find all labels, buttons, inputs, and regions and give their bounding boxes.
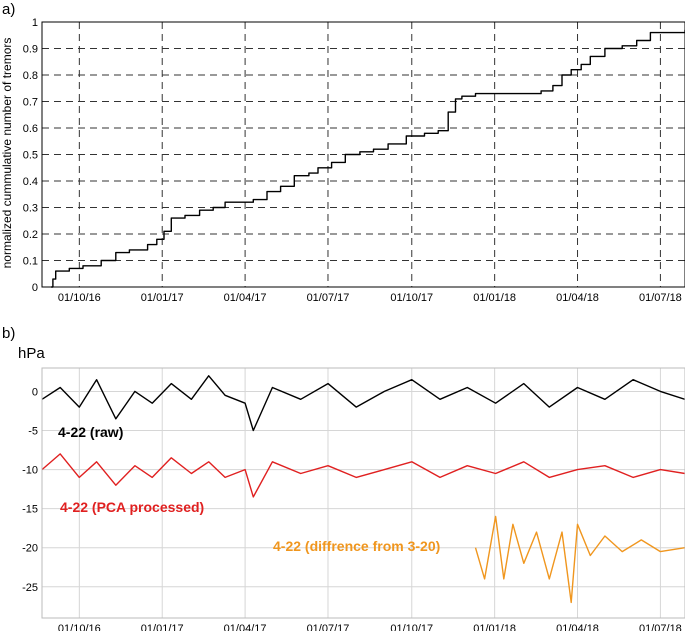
panel-b-ylabel: hPa: [18, 345, 45, 362]
y-tick-label: 0.2: [23, 229, 38, 241]
x-tick-label: 01/07/18: [639, 292, 682, 304]
x-tick-label: 01/04/18: [556, 292, 599, 304]
series-line-0: [41, 375, 685, 432]
x-tick-label: 01/01/18: [473, 292, 516, 304]
x-tick-label: 01/01/17: [141, 623, 184, 631]
x-tick-label: 01/10/16: [58, 292, 101, 304]
y-tick-label: -25: [22, 582, 38, 594]
y-tick-label: 0.6: [23, 123, 38, 135]
x-tick-label: 01/01/17: [141, 292, 184, 304]
y-tick-label: 0.3: [23, 203, 38, 215]
y-tick-label: 0: [32, 386, 38, 398]
y-tick-label: -10: [22, 465, 38, 477]
y-tick-label: 0.1: [23, 256, 38, 268]
x-tick-label: 01/07/17: [307, 623, 350, 631]
y-tick-label: 0.4: [23, 176, 38, 188]
x-tick-label: 01/07/18: [639, 623, 682, 631]
series-line-1: [41, 453, 685, 498]
panel-b-x-ticks: 01/10/16 01/01/17 01/04/17 01/07/17 01/10/17…: [58, 623, 682, 631]
panel-a-series: [51, 29, 685, 288]
y-tick-label: 0.9: [23, 44, 38, 56]
series-label-pca: 4-22 (PCA processed): [60, 499, 204, 515]
panel-b-grid: [42, 368, 685, 618]
x-tick-label: 01/10/16: [58, 623, 101, 631]
y-tick-label: 0.5: [23, 150, 38, 162]
y-tick-label: 1: [32, 17, 38, 29]
x-tick-label: 01/07/17: [307, 292, 350, 304]
panel-b-frame: [41, 367, 685, 619]
x-tick-label: 01/10/17: [390, 292, 433, 304]
panel-b-y-ticks: 0 -5 -10 -15 -20 -25: [22, 386, 38, 593]
y-tick-label: -15: [22, 504, 38, 516]
panel-a-grid: [42, 22, 685, 287]
y-tick-label: 0.7: [23, 97, 38, 109]
y-tick-label: 0.8: [23, 70, 38, 82]
panel-a-ylabel: normalized cummulative number of tremors: [0, 38, 14, 269]
panel-b-label: b): [2, 325, 15, 342]
x-tick-label: 01/04/18: [556, 623, 599, 631]
panel-b-series: [41, 375, 685, 604]
x-tick-label: 01/10/17: [390, 623, 433, 631]
series-line-2: [474, 515, 685, 604]
series-line-0: [51, 29, 685, 288]
x-tick-label: 01/04/17: [224, 292, 267, 304]
y-tick-label: -5: [28, 426, 38, 438]
panel-a-x-ticks: 01/10/16 01/01/17 01/04/17 01/07/17 01/10/17…: [58, 292, 682, 304]
series-label-diff: 4-22 (diffrence from 3-20): [273, 538, 440, 554]
panel-a-label: a): [2, 1, 15, 18]
series-label-raw: 4-22 (raw): [58, 424, 123, 440]
x-tick-label: 01/01/18: [473, 623, 516, 631]
panel-a-y-ticks: 0 0.1 0.2 0.3 0.4 0.5 0.6 0.7 0.8 0.9 1: [23, 17, 38, 294]
y-tick-label: 0: [32, 282, 38, 294]
y-tick-label: -20: [22, 543, 38, 555]
x-tick-label: 01/04/17: [224, 623, 267, 631]
panel-a-frame: [41, 21, 685, 288]
